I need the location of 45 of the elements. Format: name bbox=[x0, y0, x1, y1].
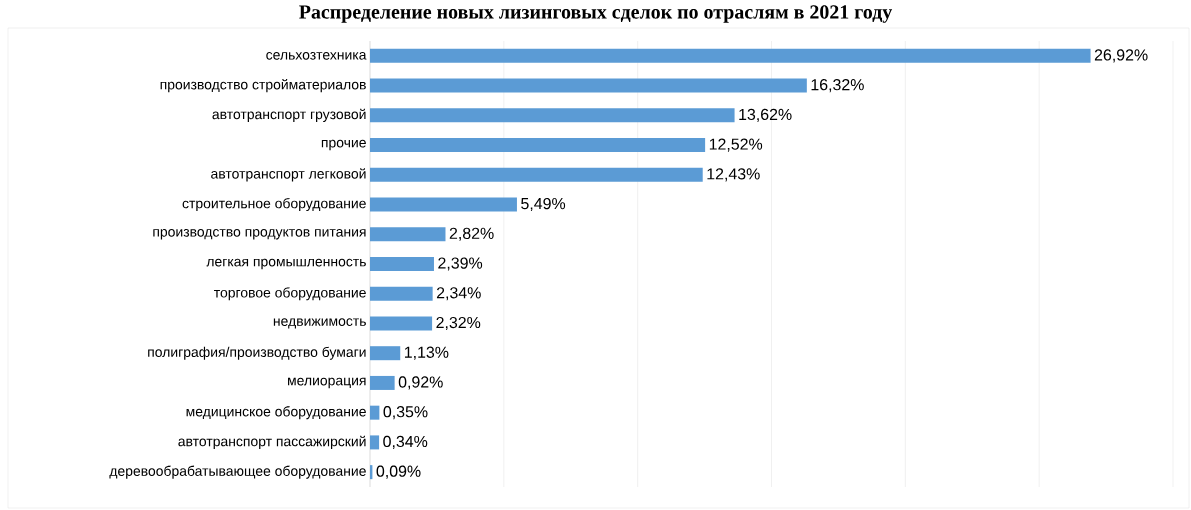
data-label: 13,62% bbox=[739, 108, 792, 122]
data-label: 5,49% bbox=[521, 197, 566, 212]
y-tick-label: строительное оборудование bbox=[182, 197, 366, 212]
y-tick-label: автотранспорт пассажирский bbox=[178, 435, 366, 450]
bar bbox=[370, 227, 446, 242]
data-label: 0,35% bbox=[383, 406, 428, 420]
bar bbox=[370, 286, 433, 301]
y-tick-label: производство стройматериалов bbox=[160, 78, 366, 93]
data-label: 12,52% bbox=[709, 138, 763, 152]
y-tick-label: автотранспорт грузовой bbox=[212, 108, 366, 122]
bar bbox=[370, 78, 807, 93]
y-tick-label: полиграфия/производство бумаги bbox=[148, 346, 366, 360]
bar bbox=[370, 346, 401, 361]
y-tick-label: автотранспорт легковой bbox=[211, 168, 366, 182]
y-tick-label: сельхозтехника bbox=[266, 52, 367, 60]
y-tick-label: деревообрабатывающее оборудование bbox=[109, 465, 366, 479]
y-tick-label: недвижимость bbox=[273, 318, 366, 329]
data-label: 1,13% bbox=[404, 346, 449, 360]
y-tick-label: легкая промышленность bbox=[206, 258, 366, 270]
data-label: 16,32% bbox=[811, 79, 864, 93]
data-label: 0,09% bbox=[376, 465, 421, 479]
data-label: 0,34% bbox=[383, 435, 428, 449]
data-label: 12,43% bbox=[707, 168, 760, 182]
bar bbox=[370, 108, 735, 123]
data-label: 2,34% bbox=[436, 287, 481, 301]
bar bbox=[370, 405, 380, 420]
y-tick-label: медицинское оборудование bbox=[186, 406, 366, 420]
y-tick-label: прочие bbox=[321, 139, 366, 151]
bar bbox=[370, 257, 434, 271]
data-label: 0,92% bbox=[398, 376, 443, 390]
bar bbox=[370, 167, 703, 182]
bar bbox=[370, 197, 517, 212]
data-label: 2,32% bbox=[436, 316, 481, 331]
bar bbox=[370, 138, 706, 153]
data-label: 2,82% bbox=[449, 227, 494, 241]
y-tick-label: торговое оборудование bbox=[214, 287, 366, 301]
bar bbox=[370, 316, 433, 331]
data-label: 2,39% bbox=[438, 257, 483, 271]
y-tick-label: мелиорация bbox=[288, 377, 366, 389]
y-tick-label: производство продуктов питания bbox=[153, 229, 366, 240]
chart-title: Распределение новых лизинговых сделок по отраслям в 2021 году bbox=[299, 5, 893, 23]
bar bbox=[370, 435, 380, 450]
bar bbox=[370, 48, 1091, 63]
bar bbox=[370, 375, 395, 390]
data-label: 26,92% bbox=[1094, 49, 1148, 63]
